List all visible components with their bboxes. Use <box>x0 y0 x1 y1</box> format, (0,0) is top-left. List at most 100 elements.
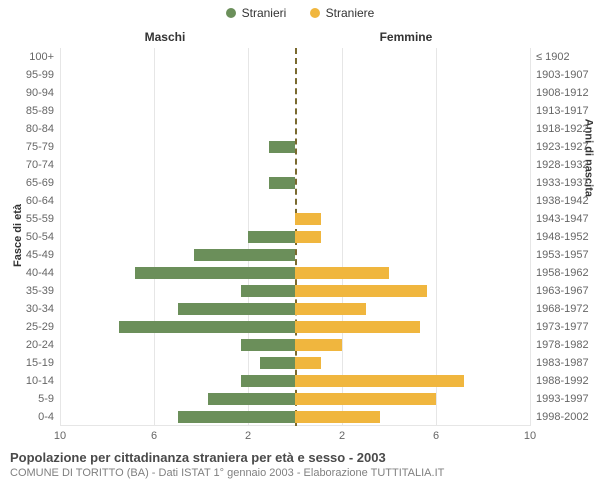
y-label-right: 1983-1987 <box>536 357 589 369</box>
y-label-left: 95-99 <box>0 69 54 81</box>
y-label-left: 75-79 <box>0 141 54 153</box>
x-label: 6 <box>433 430 439 442</box>
caption-title: Popolazione per cittadinanza straniera p… <box>10 450 590 465</box>
y-label-right: 1933-1937 <box>536 177 589 189</box>
legend-label-straniere: Straniere <box>326 6 375 20</box>
y-label-left: 65-69 <box>0 177 54 189</box>
y-label-left: 25-29 <box>0 321 54 333</box>
bar-male <box>178 303 296 316</box>
bar-male <box>194 249 295 262</box>
y-label-right: 1993-1997 <box>536 393 589 405</box>
y-label-left: 35-39 <box>0 285 54 297</box>
y-label-right: 1968-1972 <box>536 303 589 315</box>
bar-female <box>295 231 321 244</box>
legend-item-straniere: Straniere <box>310 6 375 20</box>
age-row <box>60 303 530 316</box>
age-row <box>60 375 530 388</box>
bar-female <box>295 303 366 316</box>
age-row <box>60 231 530 244</box>
bar-female <box>295 321 420 334</box>
y-label-left: 20-24 <box>0 339 54 351</box>
y-label-right: 1998-2002 <box>536 411 589 423</box>
bar-male <box>135 267 295 280</box>
y-label-right: 1908-1912 <box>536 87 589 99</box>
bar-female <box>295 267 389 280</box>
age-row <box>60 69 530 82</box>
bar-male <box>248 231 295 244</box>
age-row <box>60 105 530 118</box>
age-row <box>60 267 530 280</box>
age-row <box>60 321 530 334</box>
y-label-right: 1918-1922 <box>536 123 589 135</box>
age-row <box>60 195 530 208</box>
age-row <box>60 339 530 352</box>
caption: Popolazione per cittadinanza straniera p… <box>10 450 590 479</box>
y-label-right: 1988-1992 <box>536 375 589 387</box>
y-label-left: 15-19 <box>0 357 54 369</box>
y-label-right: 1938-1942 <box>536 195 589 207</box>
y-label-left: 90-94 <box>0 87 54 99</box>
plot-area <box>60 48 530 426</box>
population-pyramid-chart: Stranieri Straniere Maschi Femmine Fasce… <box>0 0 600 500</box>
swatch-straniere <box>310 8 320 18</box>
bar-male <box>178 411 296 424</box>
y-label-right: 1928-1932 <box>536 159 589 171</box>
age-row <box>60 249 530 262</box>
bar-male <box>269 141 295 154</box>
y-label-right: 1978-1982 <box>536 339 589 351</box>
y-label-left: 10-14 <box>0 375 54 387</box>
y-label-left: 45-49 <box>0 249 54 261</box>
y-label-left: 70-74 <box>0 159 54 171</box>
bar-male <box>241 339 295 352</box>
bar-male <box>119 321 295 334</box>
legend: Stranieri Straniere <box>0 6 600 21</box>
y-label-right: 1958-1962 <box>536 267 589 279</box>
column-title-right: Femmine <box>380 30 433 44</box>
y-label-left: 30-34 <box>0 303 54 315</box>
bar-female <box>295 411 380 424</box>
y-label-right: 1963-1967 <box>536 285 589 297</box>
bar-male <box>241 375 295 388</box>
bar-male <box>269 177 295 190</box>
age-row <box>60 159 530 172</box>
age-row <box>60 411 530 424</box>
age-row <box>60 141 530 154</box>
bar-male <box>208 393 295 406</box>
y-label-right: 1923-1927 <box>536 141 589 153</box>
y-label-left: 60-64 <box>0 195 54 207</box>
y-label-left: 0-4 <box>0 411 54 423</box>
age-row <box>60 357 530 370</box>
bar-female <box>295 375 464 388</box>
y-label-left: 100+ <box>0 51 54 63</box>
caption-subtitle: COMUNE DI TORITTO (BA) - Dati ISTAT 1° g… <box>10 467 590 479</box>
y-label-left: 55-59 <box>0 213 54 225</box>
y-label-left: 5-9 <box>0 393 54 405</box>
y-label-right: ≤ 1902 <box>536 51 570 63</box>
age-row <box>60 213 530 226</box>
age-row <box>60 87 530 100</box>
y-label-right: 1953-1957 <box>536 249 589 261</box>
x-label: 2 <box>339 430 345 442</box>
age-row <box>60 393 530 406</box>
x-label: 6 <box>151 430 157 442</box>
y-label-right: 1903-1907 <box>536 69 589 81</box>
y-label-left: 40-44 <box>0 267 54 279</box>
bar-female <box>295 285 427 298</box>
y-label-left: 85-89 <box>0 105 54 117</box>
age-row <box>60 51 530 64</box>
swatch-stranieri <box>226 8 236 18</box>
bar-female <box>295 393 436 406</box>
y-label-right: 1973-1977 <box>536 321 589 333</box>
age-row <box>60 123 530 136</box>
grid-line <box>530 48 531 426</box>
bar-female <box>295 357 321 370</box>
y-label-left: 80-84 <box>0 123 54 135</box>
age-row <box>60 177 530 190</box>
bar-female <box>295 339 342 352</box>
x-label: 10 <box>54 430 66 442</box>
bar-male <box>260 357 295 370</box>
y-label-right: 1943-1947 <box>536 213 589 225</box>
y-label-right: 1913-1917 <box>536 105 589 117</box>
y-label-right: 1948-1952 <box>536 231 589 243</box>
y-label-left: 50-54 <box>0 231 54 243</box>
